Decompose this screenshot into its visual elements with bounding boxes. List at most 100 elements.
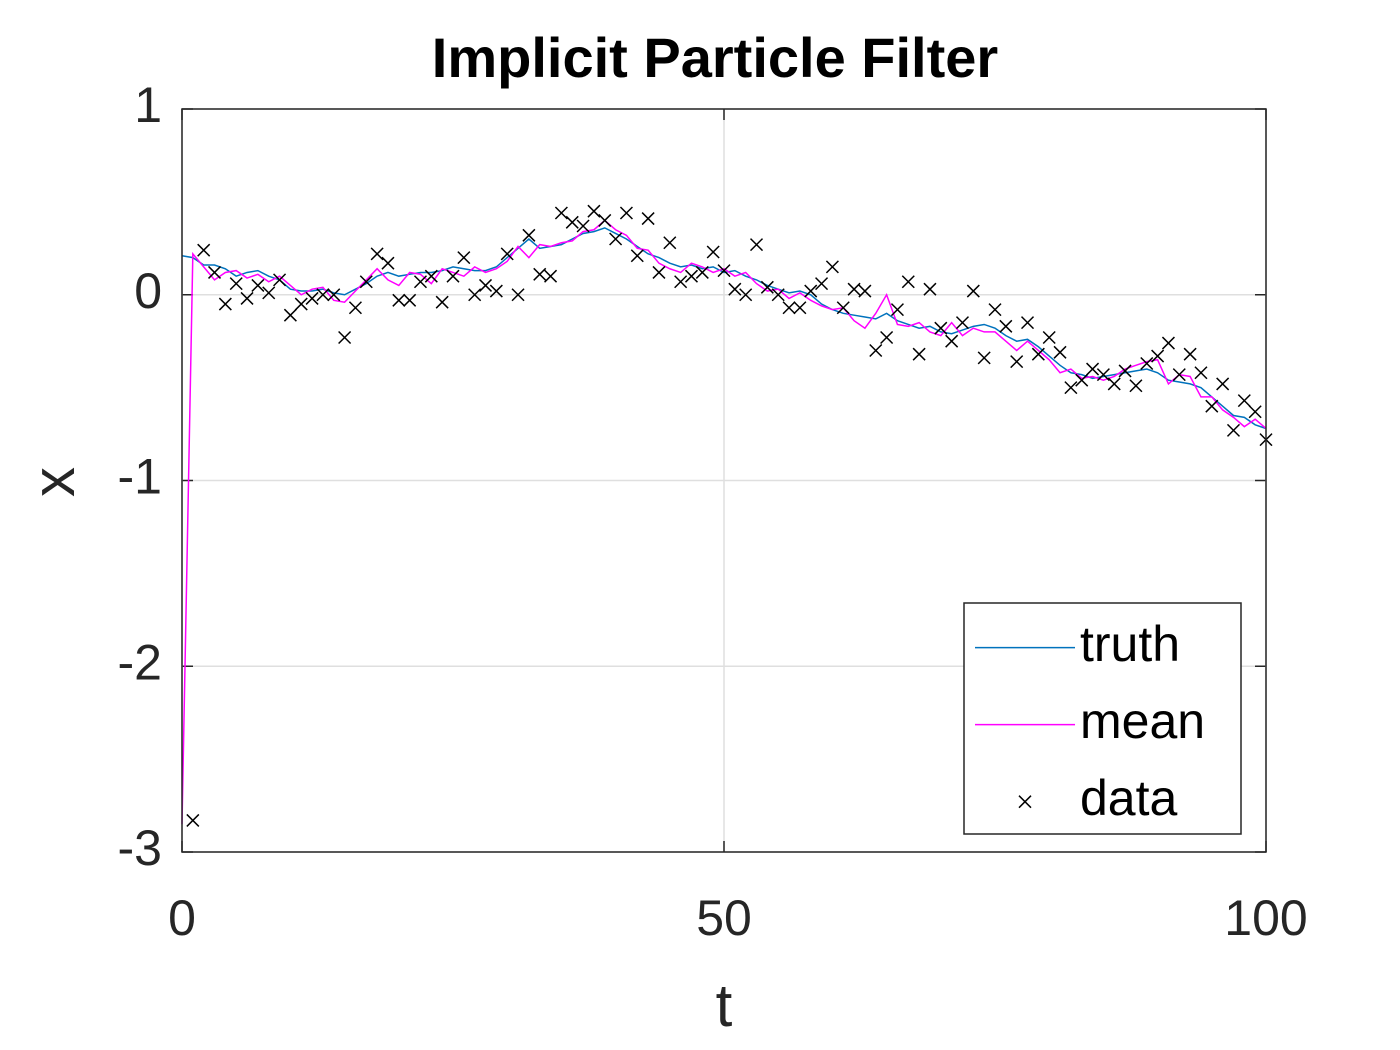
data-point [413,275,428,289]
data-point [1194,366,1208,380]
data-point [1237,394,1251,408]
data-point [500,247,514,261]
legend-box [963,602,1242,835]
x-tick-label: 100 [1224,890,1307,946]
data-point [1053,345,1067,359]
data-point [988,303,1002,317]
data-point [955,316,970,330]
data-point [262,286,276,300]
data-point [1161,336,1175,350]
data-point [489,284,503,298]
data-point [457,251,471,265]
data-point [207,265,222,279]
data-point [1031,347,1045,361]
data-point [240,291,254,305]
data-point [229,277,243,291]
data-point [316,288,330,302]
data-point [728,282,742,296]
data-point [999,319,1013,333]
data-point [966,284,980,298]
data-point [771,288,785,302]
data-point [901,275,915,289]
data-point [424,269,438,283]
data-point [554,206,568,220]
data-point [1129,379,1143,393]
x-tick-label: 50 [696,890,752,946]
data-point [468,288,482,302]
x-axis-label: t [716,972,733,1039]
data-point [641,212,655,226]
data-point [186,813,200,827]
data-point [359,275,373,289]
chart-title: Implicit Particle Filter [432,26,998,89]
data-point [522,228,536,242]
data-point [1075,373,1089,387]
data-point [1086,362,1100,376]
data-point [890,303,904,317]
data-point [1183,347,1197,361]
data-point [338,330,352,345]
y-tick-label: 0 [134,263,162,319]
data-point [630,249,644,263]
data-point [793,301,807,315]
data-point [348,301,362,315]
data-point [923,282,937,296]
axes-box [181,108,1267,853]
data-point [1020,316,1035,330]
y-tick-label: -1 [118,449,162,505]
y-tick-label: -2 [118,634,162,690]
data-point [544,269,558,283]
data-point [1107,377,1121,391]
data-point [652,265,666,279]
data-point [1216,377,1230,391]
data-point [782,301,796,315]
data-point [446,269,460,283]
data-point [825,260,839,274]
data-point [934,321,948,335]
data-point [478,278,493,292]
data-point [804,284,818,298]
data-point [1010,355,1024,369]
legend-label: data [1080,770,1178,826]
data-point [717,264,731,278]
data-point [912,347,926,361]
data-point [197,243,211,257]
data-point [381,256,395,270]
data-point [609,232,623,246]
legend-label: truth [1080,616,1180,672]
data-point [218,297,232,311]
data-point [370,247,384,261]
data-point [1151,349,1165,363]
legend-swatch [1018,795,1032,809]
data-point [1248,405,1262,419]
y-axis-label: x [20,467,87,497]
data-point [684,269,699,283]
data-point [435,295,449,309]
y-tick-label: -3 [118,820,162,876]
data-point [695,265,709,279]
data-point [273,273,287,287]
data-point [674,275,688,289]
data-point [1042,330,1056,345]
data-point [1096,368,1110,382]
data-point [533,267,547,281]
data-point [760,280,774,294]
data-point [294,297,308,311]
x-tick-label: 0 [168,890,196,946]
data-point [945,334,959,348]
data-point [251,278,265,292]
data-point [392,293,406,307]
data-point [1140,356,1154,371]
data-point [576,219,590,233]
data-point [847,282,861,296]
data-point [305,291,319,305]
data-point [977,351,991,365]
data-point [1172,368,1186,382]
data-point [587,204,601,218]
data-point [869,343,883,358]
series-line [181,219,1267,825]
legend-label: mean [1080,693,1205,749]
data-point [836,301,850,315]
data-point [598,213,612,227]
